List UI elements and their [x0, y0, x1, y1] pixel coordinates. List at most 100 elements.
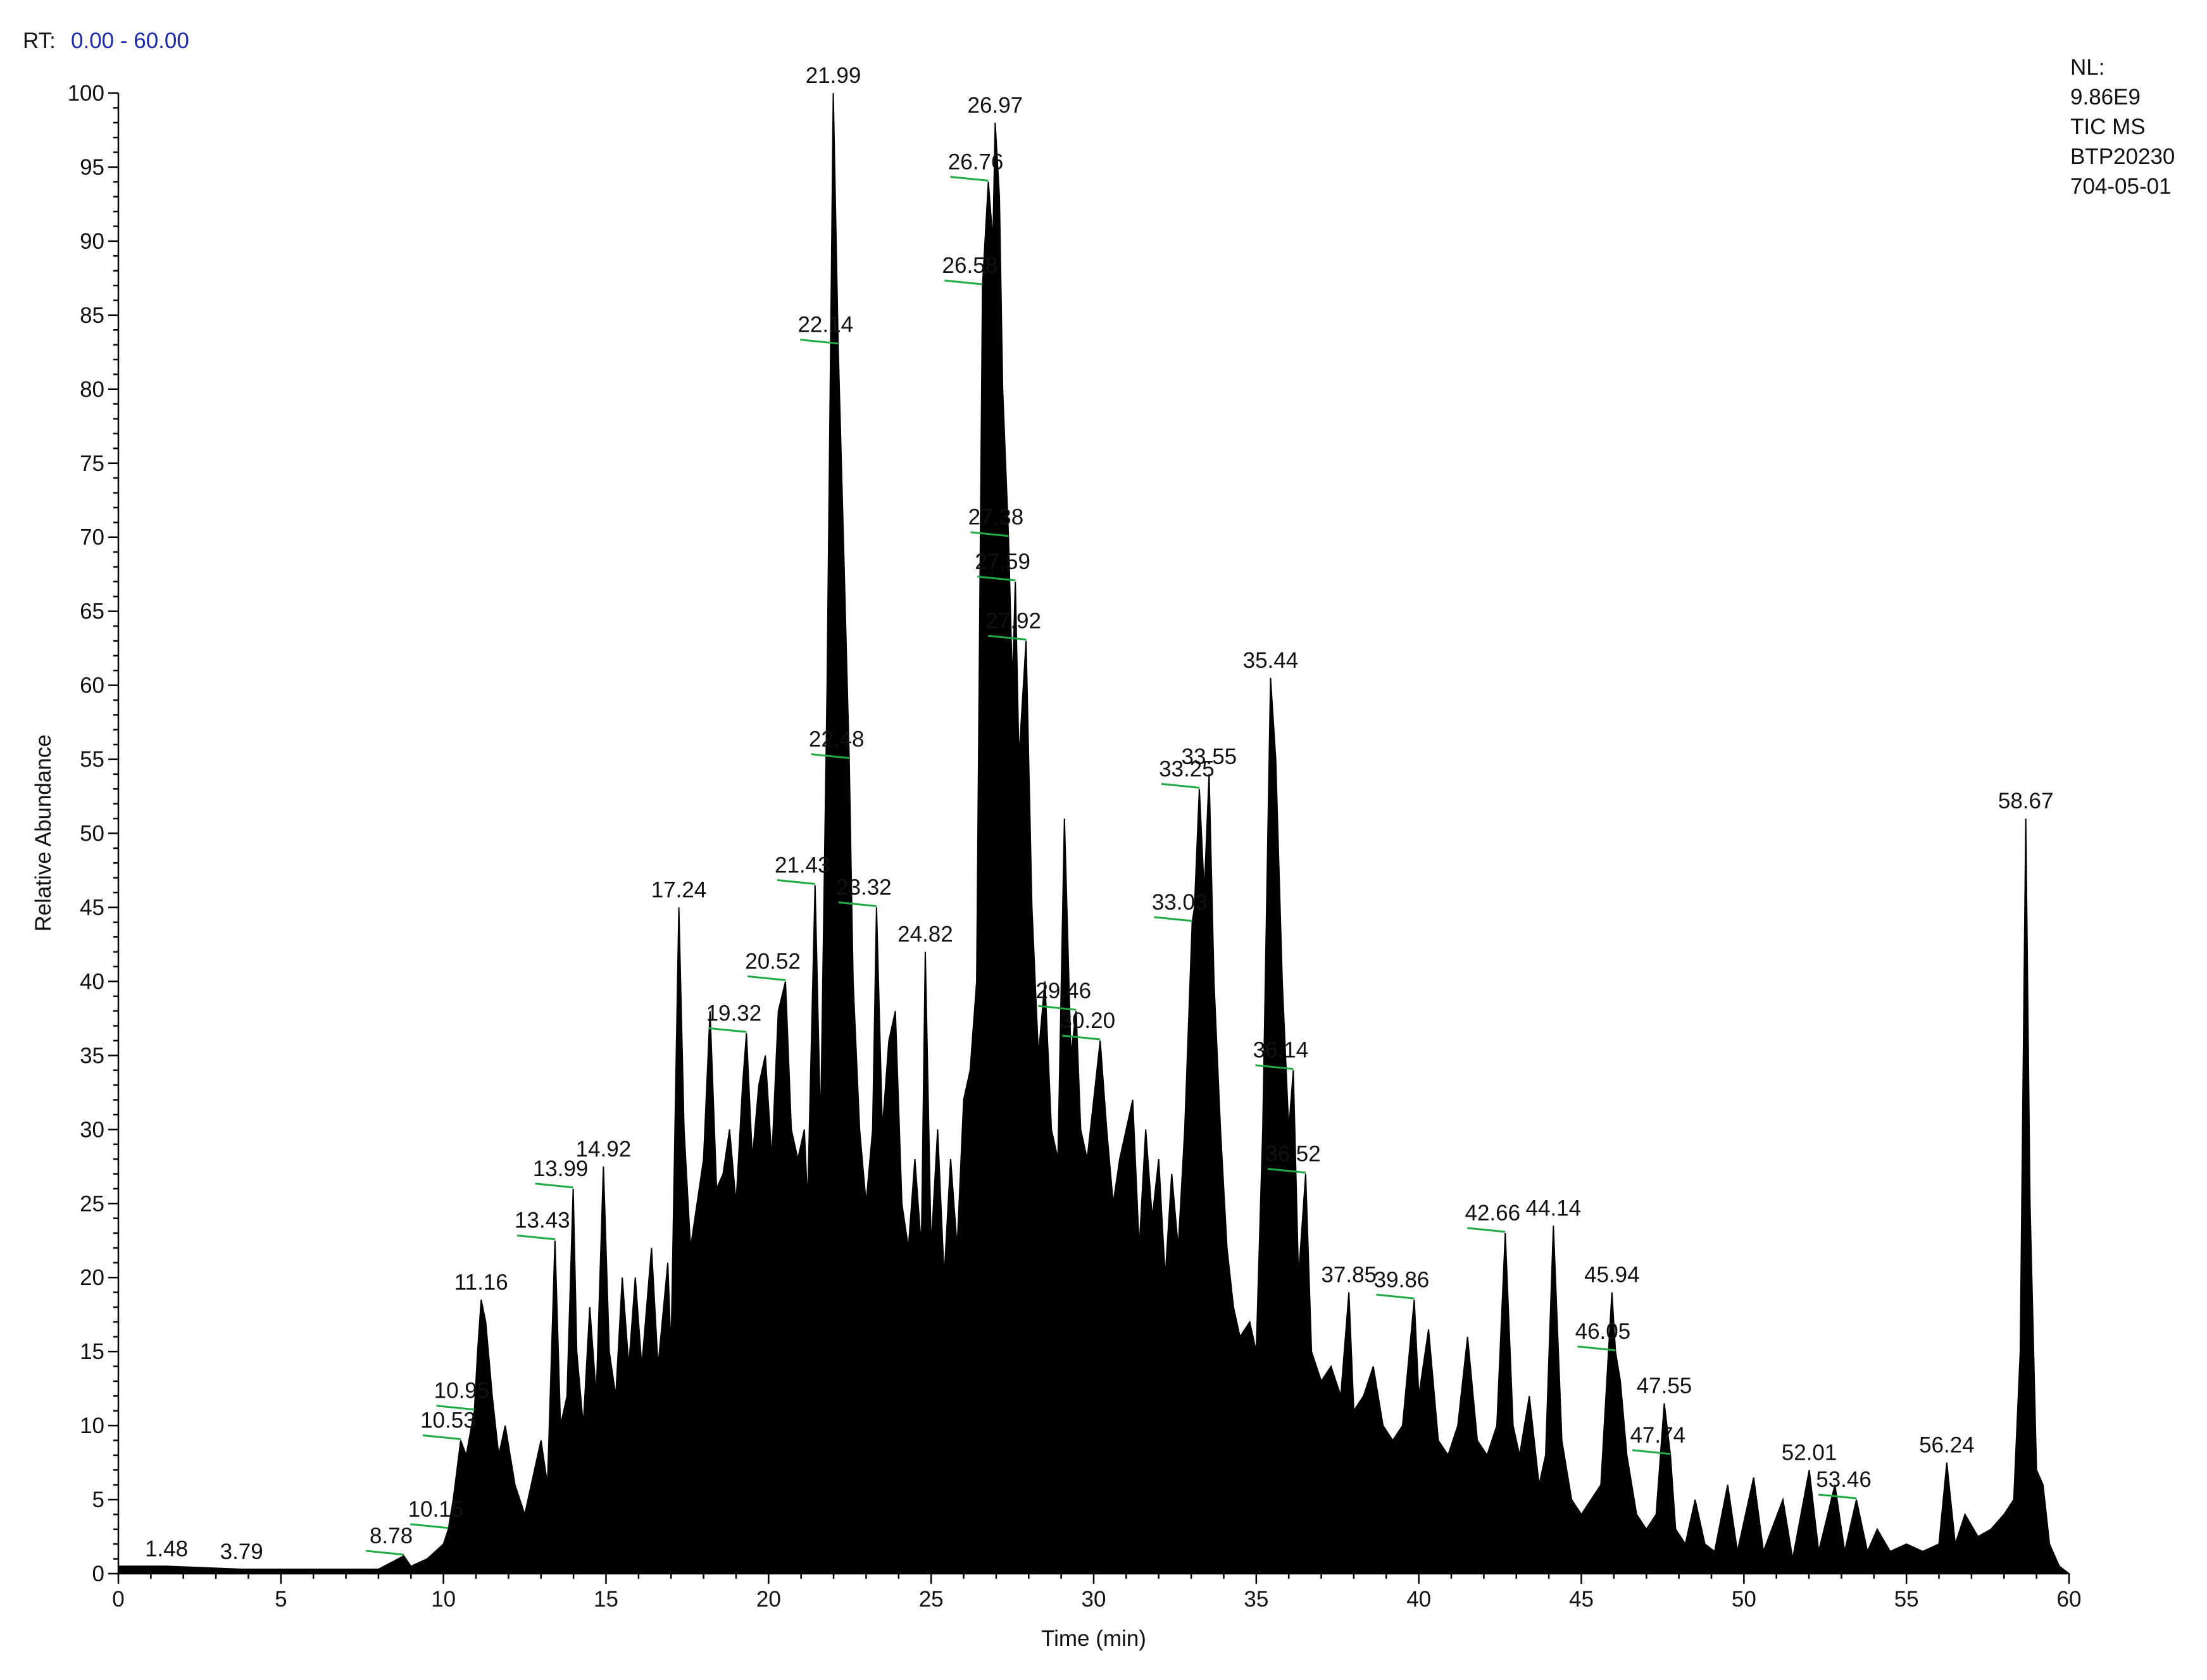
- peak-label: 29.46: [1035, 979, 1091, 1003]
- peak-label: 10.15: [408, 1497, 464, 1522]
- x-tick-label: 20: [756, 1587, 781, 1612]
- peak-label: 42.66: [1465, 1201, 1521, 1226]
- peak-label: 47.55: [1637, 1374, 1692, 1398]
- x-tick-label: 45: [1569, 1587, 1594, 1612]
- peak-label: 19.32: [706, 1001, 762, 1025]
- peak-label: 24.82: [897, 922, 953, 947]
- peak-label: 58.67: [1998, 789, 2054, 813]
- peak-label: 36.52: [1265, 1141, 1321, 1166]
- peak-label: 22.48: [809, 727, 865, 752]
- y-tick-label: 90: [80, 229, 104, 254]
- peak-label: 33.55: [1182, 744, 1237, 769]
- y-tick-label: 5: [92, 1488, 104, 1512]
- info-line: NL:: [2070, 55, 2104, 80]
- y-axis-label: Relative Abundance: [31, 734, 56, 931]
- peak-label: 17.24: [651, 877, 707, 902]
- info-line: 704-05-01: [2070, 174, 2172, 199]
- peak-leader: [1467, 1227, 1506, 1233]
- peak-label: 13.99: [533, 1157, 589, 1181]
- peak-label: 13.43: [515, 1208, 570, 1233]
- x-tick-label: 40: [1406, 1587, 1431, 1612]
- y-tick-label: 100: [68, 81, 104, 106]
- peak-leader: [1267, 1167, 1306, 1174]
- peak-leader: [988, 634, 1027, 641]
- peak-label: 27.38: [968, 505, 1024, 530]
- peak-label: 26.97: [968, 93, 1023, 118]
- info-line: TIC MS: [2070, 115, 2146, 139]
- peak-leader: [1632, 1449, 1671, 1455]
- peak-label: 26.58: [942, 253, 998, 278]
- peak-leader: [708, 1027, 747, 1033]
- y-tick-label: 95: [80, 155, 104, 180]
- peak-leader: [516, 1234, 556, 1241]
- peak-label: 36.14: [1253, 1038, 1309, 1063]
- peak-leader: [1376, 1293, 1415, 1300]
- x-tick-label: 0: [112, 1587, 124, 1612]
- peak-label: 3.79: [220, 1539, 263, 1564]
- y-tick-label: 30: [80, 1117, 104, 1142]
- x-tick-label: 10: [431, 1587, 456, 1612]
- peak-label: 10.53: [420, 1408, 476, 1432]
- peak-label: 1.48: [145, 1536, 188, 1561]
- x-tick-label: 55: [1894, 1587, 1919, 1612]
- peak-leader: [977, 575, 1016, 582]
- y-tick-label: 55: [80, 748, 104, 772]
- y-tick-label: 10: [80, 1414, 104, 1438]
- y-tick-label: 15: [80, 1339, 104, 1364]
- x-tick-label: 30: [1082, 1587, 1106, 1612]
- peak-label: 8.78: [370, 1524, 413, 1548]
- info-line: 9.86E9: [2070, 85, 2141, 110]
- peak-label: 46.05: [1575, 1319, 1631, 1344]
- peak-label: 11.16: [454, 1270, 508, 1294]
- peak-leader: [436, 1405, 475, 1411]
- y-tick-label: 25: [80, 1191, 104, 1216]
- x-axis-label: Time (min): [1041, 1626, 1146, 1651]
- peak-label: 39.86: [1374, 1267, 1430, 1292]
- peak-label: 33.25: [1159, 756, 1215, 781]
- peak-label: 10.95: [434, 1379, 490, 1403]
- peak-leader: [1038, 1005, 1077, 1011]
- y-tick-label: 75: [80, 451, 104, 476]
- trace: [118, 92, 2071, 1574]
- y-tick-label: 60: [80, 674, 104, 698]
- y-tick-label: 50: [80, 822, 104, 846]
- peak-leader: [1154, 916, 1192, 922]
- peak-leader: [422, 1434, 461, 1440]
- peak-label: 20.52: [745, 949, 801, 974]
- y-tick-label: 40: [80, 969, 104, 994]
- y-tick-label: 45: [80, 895, 104, 920]
- y-tick-label: 65: [80, 599, 104, 624]
- peak-label: 27.59: [975, 549, 1030, 574]
- peak-leader: [365, 1550, 404, 1556]
- peak-leader: [811, 753, 849, 760]
- peak-leader: [944, 279, 983, 285]
- peak-leader: [747, 975, 786, 981]
- y-tick-label: 80: [80, 377, 104, 402]
- peak-leader: [1818, 1493, 1857, 1500]
- y-tick-label: 35: [80, 1043, 104, 1068]
- peak-label: 30.20: [1060, 1008, 1115, 1033]
- peak-label: 56.24: [1919, 1433, 1975, 1458]
- peak-label: 33.03: [1152, 890, 1208, 915]
- peak-leader: [970, 531, 1009, 537]
- peak-leader: [800, 339, 839, 345]
- peak-label: 26.76: [948, 149, 1004, 174]
- peak-leader: [950, 175, 989, 182]
- rt-range: 0.00 - 60.00: [71, 28, 189, 53]
- x-tick-label: 35: [1244, 1587, 1268, 1612]
- peak-leader: [1062, 1034, 1101, 1041]
- peak-label: 21.99: [806, 63, 861, 88]
- peak-label: 22.14: [797, 313, 853, 337]
- peak-leader: [535, 1182, 573, 1189]
- x-tick-label: 25: [919, 1587, 944, 1612]
- peak-label: 44.14: [1526, 1196, 1582, 1220]
- peak-leader: [1161, 782, 1200, 789]
- x-tick-label: 15: [594, 1587, 618, 1612]
- x-tick-label: 60: [2057, 1587, 2082, 1612]
- y-tick-label: 85: [80, 303, 104, 328]
- x-tick-label: 5: [275, 1587, 287, 1612]
- peak-label: 52.01: [1782, 1440, 1837, 1465]
- peak-label: 47.74: [1630, 1423, 1685, 1448]
